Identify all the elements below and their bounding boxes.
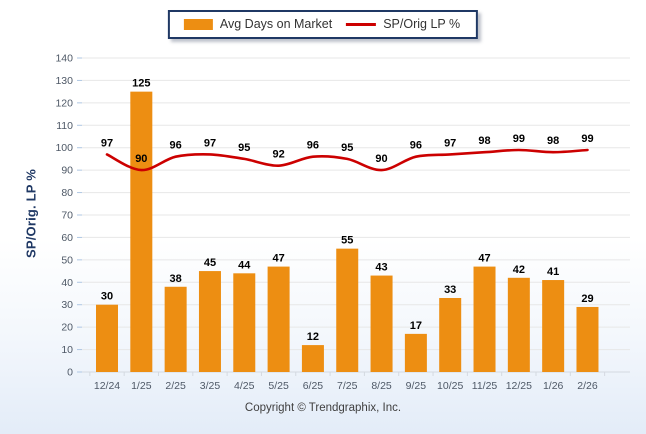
y-tick-label: 80 — [61, 187, 73, 199]
x-tick-label: 5/25 — [268, 380, 289, 392]
bar — [404, 333, 427, 372]
line-value-label: 90 — [135, 153, 147, 165]
y-tick-label: 130 — [55, 75, 73, 87]
bar — [336, 248, 359, 372]
x-tick-label: 2/25 — [165, 380, 186, 392]
y-tick-label: 110 — [56, 120, 73, 132]
y-tick-label: 100 — [55, 142, 73, 154]
y-axis-title: SP/Orig. LP % — [23, 168, 39, 259]
line-value-label: 95 — [341, 142, 353, 154]
bar — [130, 91, 153, 373]
bar-value-label: 29 — [581, 293, 593, 305]
legend-item-bar: Avg Days on Market — [183, 17, 333, 31]
bar — [507, 277, 530, 372]
line-value-label: 98 — [478, 135, 490, 147]
bar-series-swatch-icon — [183, 18, 213, 30]
line-series-swatch-icon — [346, 22, 377, 26]
x-tick-label: 1/26 — [543, 380, 564, 392]
line-value-label: 97 — [101, 137, 113, 149]
bar — [164, 286, 187, 372]
bar-series — [96, 91, 599, 373]
bar — [301, 345, 324, 372]
line-value-label: 96 — [307, 140, 319, 152]
x-tick-label: 4/25 — [234, 380, 255, 392]
bar — [576, 306, 599, 372]
bar-value-label: 125 — [132, 78, 150, 90]
x-axis: 12/24 1/25 2/25 3/25 4/25 5/25 6/25 7/25 8/25 9/2… — [89, 372, 606, 392]
legend-item-line: SP/Orig LP % — [346, 17, 460, 31]
bar-value-label: 55 — [341, 235, 353, 247]
y-tick-label: 120 — [55, 97, 73, 109]
bar-value-label: 33 — [444, 284, 456, 296]
x-tick-label: 10/25 — [437, 380, 463, 392]
bar-value-label: 17 — [410, 320, 422, 332]
bar-value-label: 38 — [170, 273, 182, 285]
y-tick-label: 10 — [61, 344, 73, 356]
y-tick-label: 70 — [61, 210, 73, 222]
bar-value-label: 42 — [513, 264, 525, 276]
bar — [542, 280, 565, 372]
line-value-label: 90 — [375, 153, 387, 165]
bar-data-labels: 30 125 38 45 44 47 12 55 43 17 33 47 42 41 29 — [101, 78, 594, 343]
bar — [473, 266, 496, 372]
y-tick-label: 140 — [55, 53, 73, 65]
bar — [233, 273, 256, 372]
bar-value-label: 43 — [375, 262, 387, 274]
bar — [198, 271, 221, 372]
line-value-label: 95 — [238, 142, 250, 154]
x-tick-label: 3/25 — [200, 380, 221, 392]
line-value-label: 99 — [513, 133, 525, 145]
bar-value-label: 47 — [478, 253, 490, 265]
bar — [439, 297, 462, 372]
x-tick-label: 2/26 — [577, 380, 598, 392]
y-tick-label: 40 — [61, 277, 73, 289]
bar — [267, 266, 290, 372]
x-tick-label: 9/25 — [406, 380, 427, 392]
y-axis: 0 10 20 30 40 50 60 70 80 90 100 110 120 130 140 — [55, 53, 82, 379]
bar-value-label: 41 — [547, 266, 559, 278]
line-value-label: 97 — [444, 137, 456, 149]
x-tick-label: 12/24 — [94, 380, 120, 392]
y-tick-label: 30 — [61, 299, 73, 311]
line-value-label: 98 — [547, 135, 559, 147]
y-tick-label: 50 — [61, 254, 73, 266]
bar-value-label: 47 — [272, 253, 284, 265]
line-series-path — [105, 148, 589, 172]
bar-value-label: 12 — [307, 331, 319, 343]
line-value-label: 99 — [581, 133, 593, 145]
bar — [96, 304, 118, 372]
x-tick-label: 6/25 — [303, 380, 324, 392]
copyright-text: Copyright © Trendgraphix, Inc. — [244, 402, 402, 414]
y-tick-label: 0 — [67, 367, 73, 379]
y-tick-label: 90 — [61, 165, 73, 177]
line-value-label: 96 — [410, 140, 422, 152]
legend-bar-label: Avg Days on Market — [219, 17, 333, 31]
x-tick-label: 8/25 — [371, 380, 392, 392]
x-tick-label: 1/25 — [131, 380, 152, 392]
y-tick-label: 60 — [61, 232, 73, 244]
legend-line-label: SP/Orig LP % — [383, 17, 461, 31]
bar-value-label: 45 — [204, 257, 216, 269]
bar — [370, 275, 393, 372]
x-tick-label: 11/25 — [472, 380, 498, 392]
line-value-label: 96 — [170, 140, 182, 152]
line-value-label: 92 — [272, 149, 284, 161]
line-value-label: 97 — [204, 137, 216, 149]
x-tick-label: 7/25 — [337, 380, 358, 392]
chart-legend: Avg Days on Market SP/Orig LP % — [167, 10, 479, 39]
bar-value-label: 44 — [238, 259, 251, 271]
bar-value-label: 30 — [101, 291, 113, 303]
x-tick-label: 12/25 — [506, 380, 532, 392]
line-data-labels: 97 90 96 97 95 92 96 95 90 96 97 98 99 98 99 — [101, 133, 594, 165]
y-tick-label: 20 — [61, 322, 73, 334]
